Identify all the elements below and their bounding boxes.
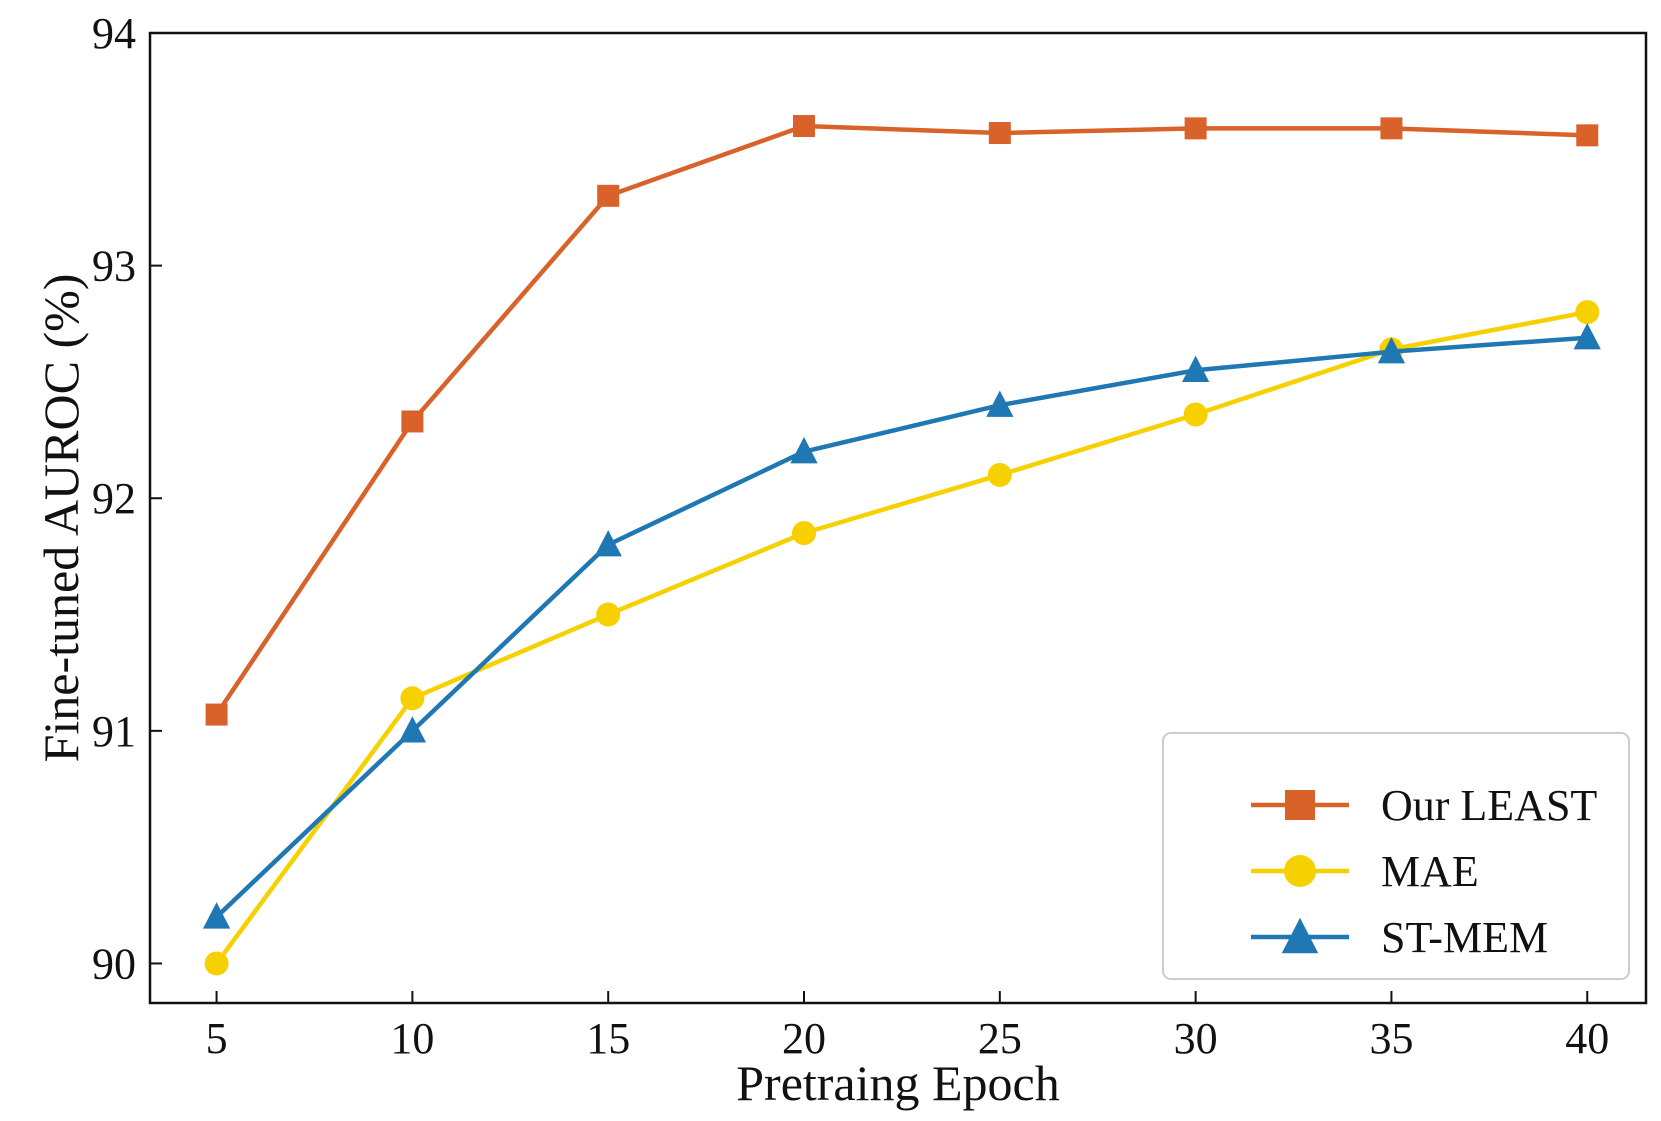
data-point bbox=[594, 530, 622, 557]
data-point bbox=[793, 115, 816, 138]
legend-item: ST-MEM bbox=[1251, 913, 1548, 962]
data-point bbox=[204, 951, 229, 976]
x-axis-title: Pretraing Epoch bbox=[736, 1055, 1060, 1111]
data-point bbox=[597, 184, 620, 207]
data-point bbox=[205, 703, 228, 726]
data-point bbox=[398, 716, 427, 743]
series-line bbox=[214, 309, 1588, 965]
x-tick-label: 25 bbox=[978, 1014, 1022, 1063]
legend: Our LEAST MAE ST-MEM bbox=[1162, 732, 1630, 980]
y-tick-label: 92 bbox=[92, 474, 136, 523]
series-mae bbox=[204, 300, 1600, 976]
legend-label: ST-MEM bbox=[1381, 913, 1548, 962]
data-point bbox=[1575, 300, 1600, 325]
series-line bbox=[214, 123, 1588, 716]
data-point bbox=[1284, 855, 1316, 887]
data-point bbox=[1573, 323, 1601, 350]
data-point bbox=[986, 390, 1014, 417]
plot-area bbox=[148, 31, 1648, 1005]
data-point bbox=[792, 521, 817, 546]
data-point bbox=[1380, 117, 1403, 140]
y-tick-label: 93 bbox=[92, 242, 136, 291]
data-point bbox=[202, 902, 231, 929]
series-layer bbox=[202, 115, 1601, 976]
data-point bbox=[1181, 355, 1210, 382]
legend-item: Our LEAST bbox=[1251, 781, 1597, 830]
x-tick-label: 40 bbox=[1565, 1014, 1609, 1063]
data-point bbox=[1377, 337, 1406, 364]
x-axis: 5 10 15 20 25 30 35 40 bbox=[206, 991, 1609, 1063]
data-point bbox=[400, 686, 425, 711]
x-tick-label: 35 bbox=[1369, 1014, 1413, 1063]
y-axis: 90 91 92 93 94 bbox=[92, 9, 162, 988]
x-tick-label: 20 bbox=[782, 1014, 826, 1063]
y-axis-title: Fine-tuned AUROC (%) bbox=[33, 274, 89, 763]
data-point bbox=[790, 437, 818, 464]
x-tick-label: 10 bbox=[390, 1014, 434, 1063]
data-point bbox=[1184, 117, 1207, 140]
y-tick-label: 94 bbox=[92, 9, 136, 58]
data-point bbox=[401, 410, 424, 433]
series-our-least bbox=[205, 115, 1599, 726]
series-st-mem bbox=[202, 323, 1601, 929]
series-line bbox=[215, 335, 1588, 919]
data-point bbox=[1285, 790, 1315, 820]
x-tick-label: 15 bbox=[586, 1014, 630, 1063]
data-point bbox=[1281, 917, 1319, 954]
data-point bbox=[1183, 402, 1208, 427]
legend-box bbox=[1162, 732, 1630, 980]
x-tick-label: 30 bbox=[1174, 1014, 1218, 1063]
data-point bbox=[596, 602, 621, 627]
data-point bbox=[1576, 124, 1599, 147]
axes-frame bbox=[148, 31, 1648, 1005]
legend-label: Our LEAST bbox=[1381, 781, 1597, 830]
y-tick-label: 90 bbox=[92, 939, 136, 988]
data-point bbox=[988, 122, 1011, 145]
y-tick-label: 91 bbox=[92, 707, 136, 756]
legend-item: MAE bbox=[1251, 847, 1479, 896]
x-tick-label: 5 bbox=[206, 1014, 228, 1063]
data-point bbox=[987, 462, 1012, 487]
legend-label: MAE bbox=[1381, 847, 1479, 896]
